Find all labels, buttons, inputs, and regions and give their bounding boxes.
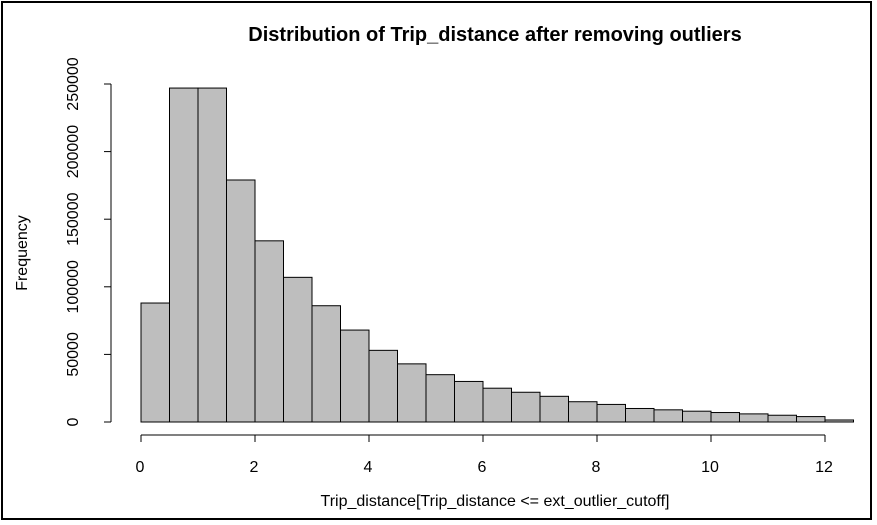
histogram-bar (197, 87, 227, 423)
histogram-bar (368, 349, 398, 423)
y-tick-label: 200000 (65, 125, 82, 178)
x-tick-label: 12 (815, 459, 833, 476)
x-tick-label: 0 (136, 459, 145, 476)
x-axis-label: Trip_distance[Trip_distance <= ext_outli… (321, 493, 670, 510)
x-tick-label: 10 (701, 459, 719, 476)
histogram-bar (283, 276, 313, 423)
histogram-bar (169, 87, 199, 423)
histogram-bar (340, 329, 370, 423)
histogram-bar (397, 363, 427, 423)
histogram-bar (254, 240, 284, 423)
y-tick-label: 150000 (65, 192, 82, 245)
histogram-bar (596, 403, 626, 423)
histogram-bar (482, 387, 512, 423)
x-tick-label: 8 (592, 459, 601, 476)
y-tick-label: 0 (65, 417, 82, 426)
y-axis: 0 50000 100000 150000 200000 250000 (65, 57, 112, 426)
histogram-bar (425, 374, 455, 423)
histogram-bar (739, 413, 769, 423)
histogram-bar (653, 409, 683, 423)
histogram-bar (311, 305, 341, 423)
bars-group (140, 87, 854, 423)
histogram-bar (710, 412, 740, 423)
y-tick-label: 50000 (65, 332, 82, 377)
histogram-bar (454, 380, 484, 423)
x-tick-label: 4 (364, 459, 373, 476)
histogram-bar (625, 407, 655, 423)
chart-title: Distribution of Trip_distance after remo… (248, 24, 741, 46)
histogram-bar (682, 410, 712, 423)
histogram-bar (767, 414, 797, 423)
histogram-bar (824, 419, 854, 423)
x-tick-label: 2 (250, 459, 259, 476)
x-axis: 0 2 4 6 8 10 12 (136, 434, 833, 476)
y-tick-label: 100000 (65, 260, 82, 313)
histogram-bar (140, 302, 170, 423)
y-axis-label: Frequency (14, 215, 31, 291)
histogram-bar (539, 395, 569, 423)
histogram-bar (568, 401, 598, 423)
histogram-bar (511, 391, 541, 423)
histogram-bar (226, 179, 256, 423)
y-tick-label: 250000 (65, 57, 82, 110)
x-tick-label: 6 (478, 459, 487, 476)
histogram-bar (796, 416, 826, 423)
